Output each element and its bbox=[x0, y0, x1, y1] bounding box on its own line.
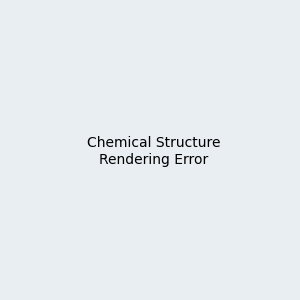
Text: Chemical Structure
Rendering Error: Chemical Structure Rendering Error bbox=[87, 136, 220, 166]
